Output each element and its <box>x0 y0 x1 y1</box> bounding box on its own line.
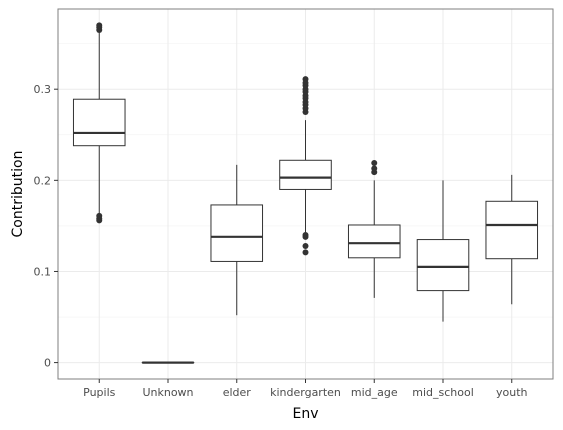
box-iqr <box>210 204 264 262</box>
outlier-point <box>371 160 378 167</box>
outlier-point <box>302 232 309 239</box>
box-elder <box>210 164 264 316</box>
outlier-point <box>302 76 309 83</box>
box-kindergarten <box>279 76 332 256</box>
y-axis-ticks: 0 0.1 0.2 0.3 <box>34 83 58 370</box>
x-axis-ticks: Pupils Unknown elder kindergarten mid_age mid… <box>83 379 528 399</box>
x-tick-label: Unknown <box>142 386 193 399</box>
y-axis-title: Contribution <box>10 151 26 238</box>
boxes-layer <box>72 22 539 364</box>
x-axis-title: Env <box>292 406 318 422</box>
box-mid_age <box>347 160 401 298</box>
outlier-point <box>371 165 378 172</box>
y-tick-label: 0 <box>44 357 51 370</box>
box-Pupils <box>72 22 126 224</box>
x-tick-label: youth <box>496 386 528 399</box>
box-mid_school <box>416 180 470 322</box>
outlier-point <box>96 22 103 29</box>
y-tick-label: 0.3 <box>34 83 52 96</box>
box-youth <box>485 174 539 305</box>
outlier-point <box>302 242 309 249</box>
box-iqr <box>485 200 539 260</box>
box-iqr <box>416 239 470 292</box>
x-tick-label: elder <box>223 386 252 399</box>
outlier-point <box>302 249 309 256</box>
box-iqr <box>347 224 401 259</box>
x-tick-label: kindergarten <box>270 386 341 399</box>
box-iqr <box>72 98 126 147</box>
outlier-point <box>96 212 103 219</box>
x-tick-label: mid_school <box>412 386 474 399</box>
x-tick-label: Pupils <box>83 386 116 399</box>
y-tick-label: 0.2 <box>34 174 52 187</box>
y-tick-label: 0.1 <box>34 265 52 278</box>
box-iqr <box>279 159 332 190</box>
x-tick-label: mid_age <box>351 386 398 399</box>
